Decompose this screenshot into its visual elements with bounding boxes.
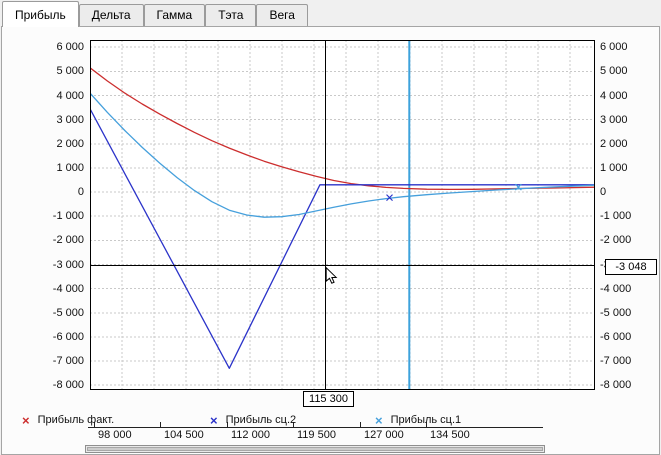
y-tick-label-left: 1 000 bbox=[56, 161, 84, 174]
y-tick-label-right: 2 000 bbox=[600, 137, 628, 150]
y-tick-label-right: -6 000 bbox=[600, 330, 632, 343]
x-tick-label: 119 500 bbox=[297, 429, 336, 441]
series-marker-icon: × bbox=[375, 412, 383, 428]
series-marker-icon: × bbox=[210, 412, 218, 428]
x-axis-tick bbox=[160, 422, 161, 428]
scenario-point-marker bbox=[386, 194, 393, 202]
y-tick-label-left: -4 000 bbox=[52, 282, 84, 295]
y-tick-label-right: -8 000 bbox=[600, 379, 632, 392]
x-axis-line bbox=[88, 427, 543, 428]
y-tick-label-right: 4 000 bbox=[600, 89, 628, 102]
tab-theta[interactable]: Тэта bbox=[205, 4, 257, 26]
y-tick-label-left: -2 000 bbox=[52, 234, 84, 247]
plot-border bbox=[90, 40, 595, 390]
series-lines bbox=[90, 67, 595, 369]
crosshair-x-value-tooltip: 115 300 bbox=[303, 391, 354, 407]
y-tick-label-right: 6 000 bbox=[600, 41, 628, 54]
series-marker-icon: × bbox=[22, 412, 30, 428]
mouse-cursor bbox=[325, 266, 338, 284]
y-tick-label-left: 4 000 bbox=[56, 89, 84, 102]
tab-vega[interactable]: Вега bbox=[256, 4, 308, 26]
y-tick-label-left: -6 000 bbox=[52, 330, 84, 343]
y-tick-label-left: 3 000 bbox=[56, 113, 84, 126]
legend-item[interactable]: × Прибыль сц.2 bbox=[210, 413, 296, 427]
legend-item[interactable]: × Прибыль сц.1 bbox=[375, 413, 461, 427]
y-tick-label-left: 6 000 bbox=[56, 41, 84, 54]
crosshair-y-value-label: -3 048 bbox=[605, 259, 657, 275]
x-tick-label: 112 000 bbox=[231, 429, 270, 441]
tab-gamma[interactable]: Гамма bbox=[143, 4, 206, 26]
y-tick-label-right: -5 000 bbox=[600, 306, 632, 319]
scenario-point-marker bbox=[514, 183, 522, 191]
y-tick-label-right: -2 000 bbox=[600, 234, 632, 247]
profit-chart-plot[interactable] bbox=[90, 40, 595, 390]
y-tick-label-left: 2 000 bbox=[56, 137, 84, 150]
y-tick-label-right: 3 000 bbox=[600, 113, 628, 126]
x-tick-label: 104 500 bbox=[164, 429, 204, 441]
legend-item[interactable]: × Прибыль факт. bbox=[22, 413, 114, 427]
y-tick-label-left: -5 000 bbox=[52, 306, 84, 319]
x-tick-label: 127 000 bbox=[364, 429, 404, 441]
legend-label: Прибыль факт. bbox=[37, 414, 115, 426]
y-tick-label-left: 0 bbox=[77, 186, 84, 199]
y-tick-label-right: -4 000 bbox=[600, 282, 632, 295]
y-tick-label-left: 5 000 bbox=[56, 65, 84, 78]
x-scrollbar[interactable] bbox=[85, 445, 545, 453]
legend-label: Прибыль сц.2 bbox=[225, 414, 297, 426]
y-tick-label-right: -7 000 bbox=[600, 355, 632, 367]
series-line-0 bbox=[90, 67, 595, 191]
series-line-1 bbox=[90, 108, 595, 369]
series-line-2 bbox=[90, 92, 595, 218]
y-tick-label-right: 5 000 bbox=[600, 65, 628, 78]
tab-profit[interactable]: Прибыль bbox=[2, 1, 79, 27]
x-tick-label: 98 000 bbox=[98, 429, 132, 441]
y-tick-label-right: 0 bbox=[600, 186, 607, 199]
legend-label: Прибыль сц.1 bbox=[390, 414, 462, 426]
x-axis-tick bbox=[293, 422, 294, 428]
tab-bar: Прибыль Дельта Гамма Тэта Вега bbox=[2, 1, 308, 27]
y-tick-label-left: -8 000 bbox=[52, 379, 84, 392]
x-scrollbar-thumb[interactable] bbox=[87, 447, 543, 451]
x-tick-label: 134 500 bbox=[430, 429, 470, 441]
x-axis-tick bbox=[426, 422, 427, 428]
tab-delta[interactable]: Дельта bbox=[78, 4, 144, 26]
y-tick-label-right: -1 000 bbox=[600, 210, 632, 223]
y-tick-label-left: -3 000 bbox=[52, 258, 84, 271]
y-tick-label-right: 1 000 bbox=[600, 161, 628, 174]
y-tick-label-left: -7 000 bbox=[52, 355, 84, 367]
y-tick-label-left: -1 000 bbox=[52, 210, 84, 223]
x-axis-tick bbox=[227, 422, 228, 428]
x-axis-tick bbox=[94, 422, 95, 428]
x-axis-tick bbox=[360, 422, 361, 428]
